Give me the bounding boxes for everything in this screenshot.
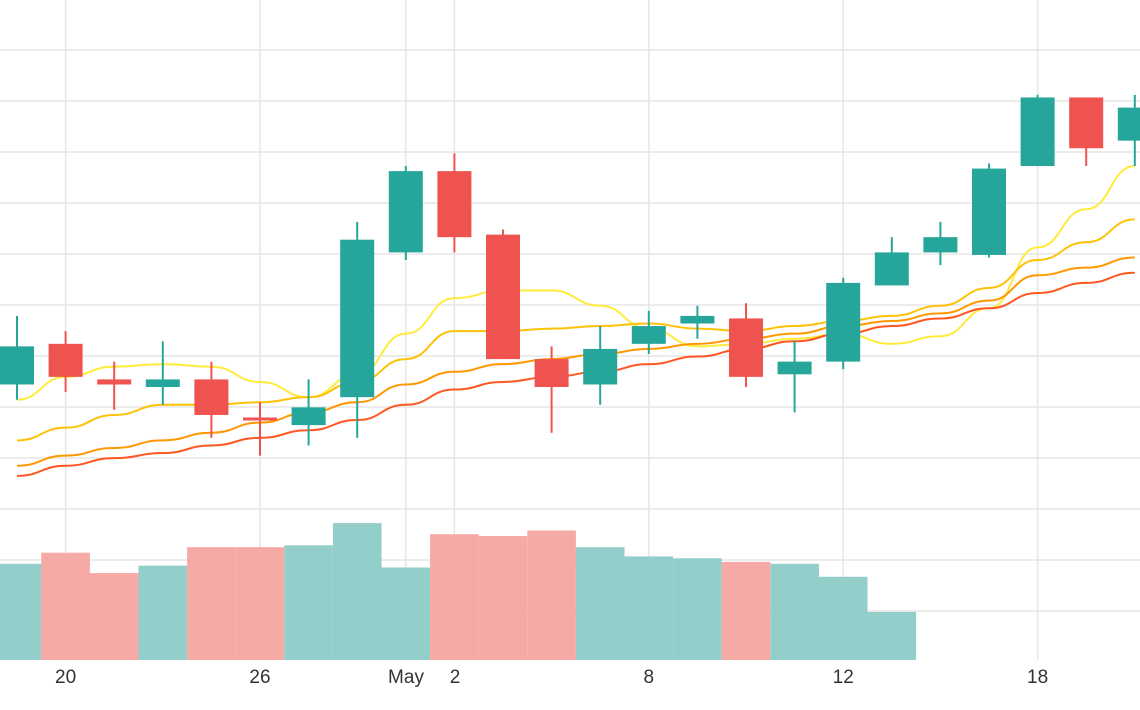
candle (1020, 94, 1055, 167)
volume-bar (332, 523, 382, 660)
candle (680, 305, 715, 339)
x-tick-label: 26 (249, 667, 270, 688)
candle-body (534, 359, 569, 388)
candle (48, 331, 83, 393)
candle (777, 341, 812, 413)
x-axis: 20 26 May 2 8 12 18 (55, 667, 1048, 688)
candle-body (291, 407, 326, 426)
candle-body (729, 318, 763, 377)
candle-body (340, 239, 375, 398)
volume-bar (89, 573, 139, 660)
moving-average-line (16, 165, 1135, 401)
candle-body (874, 252, 909, 286)
x-tick-label: 20 (55, 667, 76, 688)
volume-bar (430, 534, 479, 660)
volume-bar (624, 556, 674, 660)
candle (1069, 97, 1104, 167)
candle-body (826, 282, 861, 362)
candle (388, 166, 423, 261)
candle-body (777, 361, 812, 375)
candle-body (972, 168, 1006, 255)
candle (340, 221, 375, 438)
volume-bar (527, 530, 576, 660)
candle-body (486, 234, 520, 360)
candle (583, 326, 618, 405)
volume-bar (0, 563, 42, 660)
candle-body (631, 326, 666, 344)
candles (0, 94, 1140, 456)
candle (243, 402, 277, 456)
volume-bar (284, 545, 333, 660)
candle (874, 237, 909, 286)
candle-body (0, 346, 34, 385)
volume-bar (478, 536, 528, 660)
volume-bars (0, 523, 917, 660)
candle-body (194, 379, 229, 415)
volume-bar (235, 547, 285, 660)
candle (145, 341, 180, 405)
candle-body (1117, 107, 1140, 141)
volume-bar (673, 558, 722, 660)
candle-body (243, 417, 277, 421)
volume-bar (575, 547, 625, 660)
candle-body (1020, 97, 1055, 167)
candle-body (680, 315, 715, 324)
candle (1117, 94, 1140, 167)
candle (0, 315, 34, 400)
x-tick-label: 8 (644, 667, 655, 688)
volume-bar (867, 611, 917, 660)
volume-bar (818, 576, 868, 660)
volume-bar (381, 567, 431, 660)
candle-body (145, 379, 180, 388)
candle-body (1069, 97, 1104, 149)
x-tick-label: 18 (1027, 667, 1048, 688)
moving-average-line (16, 271, 1135, 477)
volume-bar (770, 563, 819, 660)
candle (631, 310, 666, 354)
volume-bar (187, 547, 236, 660)
x-tick-label: 12 (833, 667, 854, 688)
candle (291, 379, 326, 446)
candle (826, 277, 861, 370)
candle-body (437, 171, 472, 238)
candle-body (388, 171, 423, 253)
candle (534, 346, 569, 433)
volume-bar (721, 561, 771, 660)
candle (729, 303, 763, 388)
candle (972, 163, 1006, 258)
volume-bar (138, 565, 188, 660)
candle-body (583, 348, 618, 385)
candle-body (97, 379, 132, 385)
x-tick-label: May (388, 667, 424, 688)
moving-average-line (16, 256, 1135, 467)
candle (437, 153, 472, 253)
moving-average-lines (16, 165, 1135, 477)
candle (923, 221, 958, 266)
x-tick-label: 2 (450, 667, 461, 688)
candle (194, 361, 229, 438)
candle-body (48, 343, 83, 377)
volume-bar (41, 552, 90, 660)
candle (486, 229, 520, 360)
candle (97, 361, 132, 410)
candle-body (923, 237, 958, 253)
